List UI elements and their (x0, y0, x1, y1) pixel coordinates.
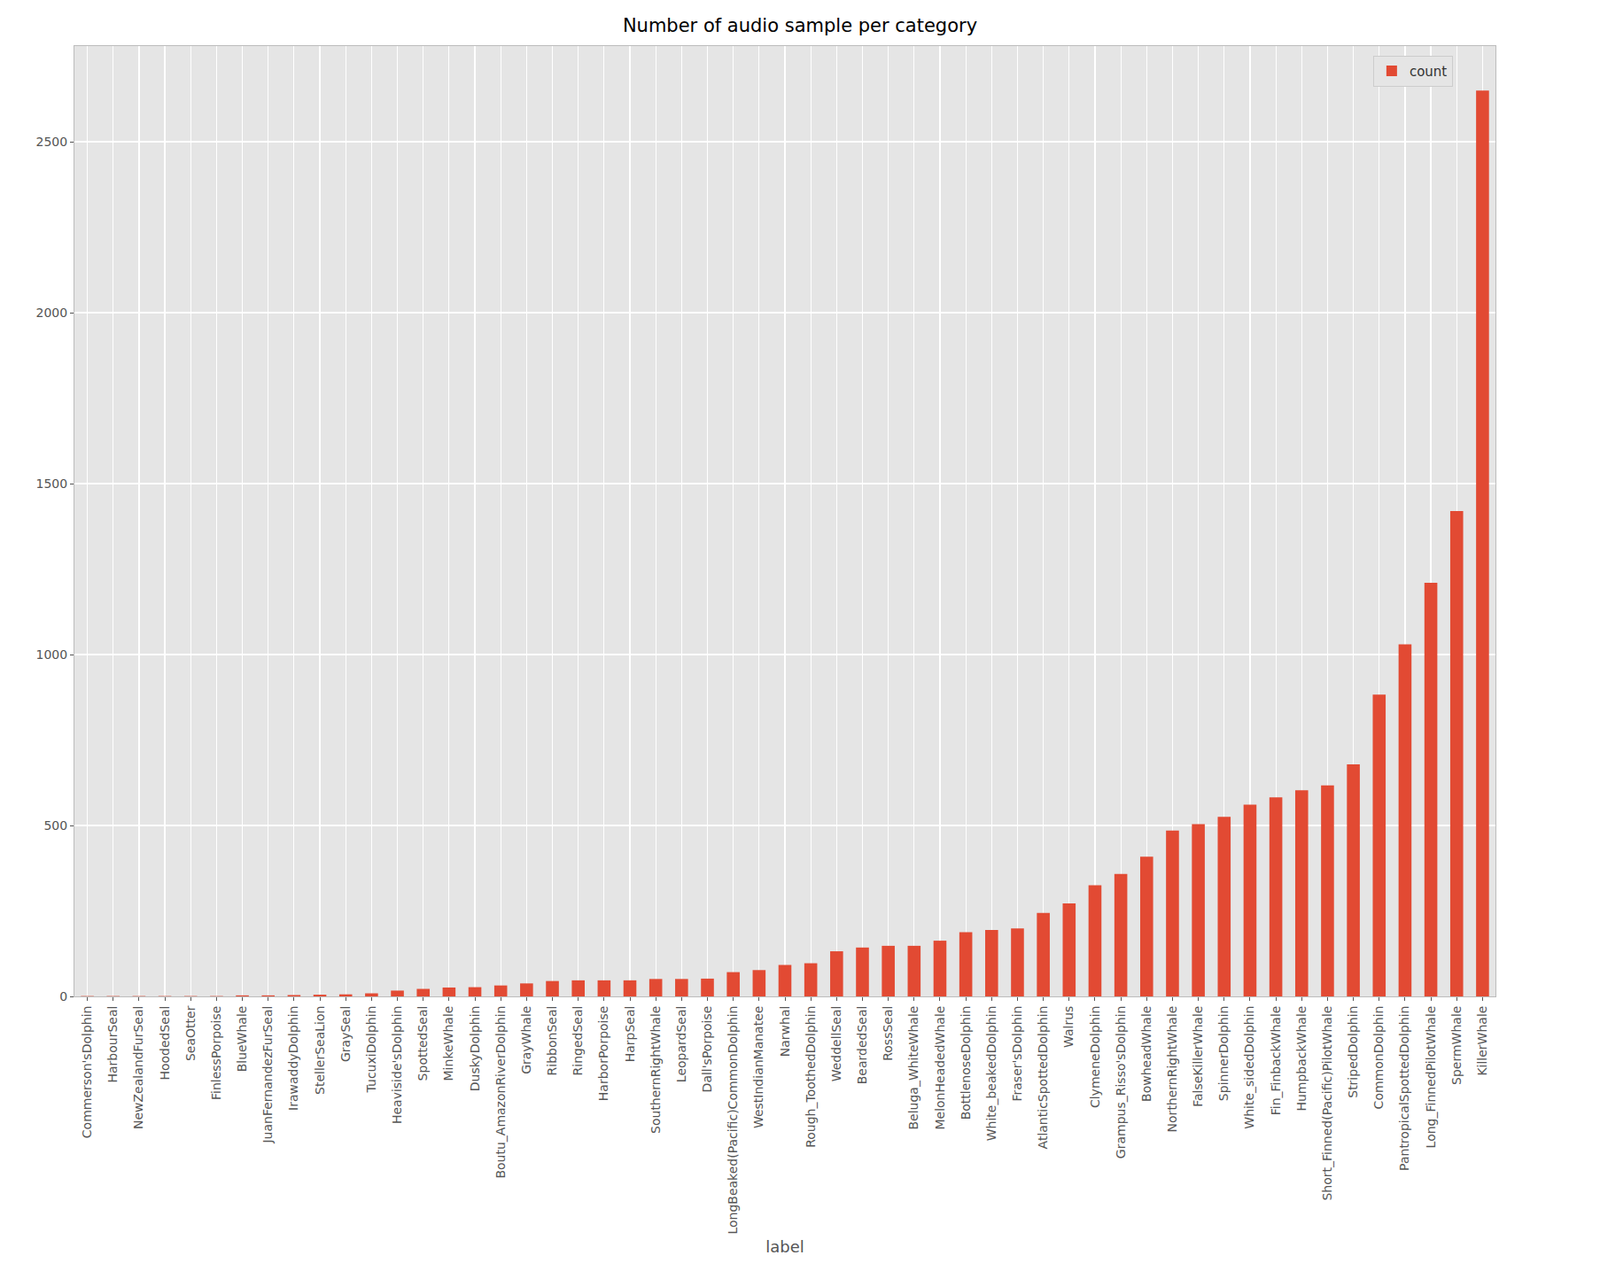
svg-text:Fraser'sDolphin: Fraser'sDolphin (1009, 1006, 1025, 1103)
svg-text:Number of audio sample per cat: Number of audio sample per category (622, 15, 978, 37)
svg-text:SpermWhale: SpermWhale (1449, 1006, 1464, 1086)
svg-text:HoodedSeal: HoodedSeal (157, 1006, 172, 1081)
svg-text:WeddellSeal: WeddellSeal (829, 1006, 844, 1083)
svg-text:NorthernRightWhale: NorthernRightWhale (1165, 1006, 1180, 1134)
svg-text:Walrus: Walrus (1061, 1006, 1076, 1049)
svg-text:MinkeWhale: MinkeWhale (441, 1006, 456, 1082)
svg-text:1500: 1500 (36, 476, 69, 491)
svg-text:Heaviside'sDolphin: Heaviside'sDolphin (389, 1006, 404, 1125)
svg-text:BottlenoseDolphin: BottlenoseDolphin (958, 1006, 973, 1121)
svg-text:White_sidedDolphin: White_sidedDolphin (1242, 1006, 1258, 1130)
svg-text:Long_FinnedPilotWhale: Long_FinnedPilotWhale (1423, 1006, 1438, 1150)
svg-text:LeopardSeal: LeopardSeal (674, 1006, 689, 1084)
svg-text:Rough_ToothedDolphin: Rough_ToothedDolphin (803, 1006, 818, 1149)
svg-text:Dall'sPorpoise: Dall'sPorpoise (699, 1006, 715, 1094)
svg-text:KillerWhale: KillerWhale (1475, 1006, 1490, 1077)
svg-text:GrayWhale: GrayWhale (519, 1006, 534, 1075)
svg-text:0: 0 (59, 989, 68, 1004)
svg-text:Boutu_AmazonRiverDolphin: Boutu_AmazonRiverDolphin (493, 1006, 508, 1180)
svg-text:RibbonSeal: RibbonSeal (544, 1006, 560, 1077)
svg-text:FinlessPorpoise: FinlessPorpoise (209, 1006, 224, 1101)
svg-text:StripedDolphin: StripedDolphin (1345, 1006, 1360, 1099)
svg-text:2000: 2000 (36, 305, 69, 320)
svg-text:Short_Finned(Pacific)PilotWhal: Short_Finned(Pacific)PilotWhale (1320, 1006, 1335, 1202)
svg-text:HarpSeal: HarpSeal (622, 1006, 637, 1064)
svg-text:HarborPorpoise: HarborPorpoise (596, 1006, 611, 1103)
svg-text:TucuxiDolphin: TucuxiDolphin (364, 1006, 379, 1095)
svg-text:count: count (1409, 63, 1447, 80)
svg-text:CommonDolphin: CommonDolphin (1371, 1006, 1386, 1111)
svg-text:LongBeaked(Pacific)CommonDolph: LongBeaked(Pacific)CommonDolphin (725, 1006, 740, 1235)
svg-text:PantropicalSpottedDolphin: PantropicalSpottedDolphin (1397, 1006, 1412, 1172)
svg-text:IrawaddyDolphin: IrawaddyDolphin (286, 1006, 301, 1111)
svg-text:BeardedSeal: BeardedSeal (854, 1006, 870, 1086)
svg-text:Commerson'sDolphin: Commerson'sDolphin (79, 1006, 94, 1140)
svg-text:Fin_FinbackWhale: Fin_FinbackWhale (1268, 1006, 1283, 1117)
svg-text:HumpbackWhale: HumpbackWhale (1294, 1006, 1309, 1112)
svg-text:1000: 1000 (36, 647, 69, 662)
svg-text:MelonHeadedWhale: MelonHeadedWhale (932, 1006, 948, 1131)
svg-text:HarbourSeal: HarbourSeal (105, 1006, 120, 1084)
svg-text:AtlanticSpottedDolphin: AtlanticSpottedDolphin (1035, 1006, 1050, 1150)
svg-text:WestIndianManatee: WestIndianManatee (751, 1006, 766, 1129)
svg-text:ClymeneDolphin: ClymeneDolphin (1087, 1006, 1103, 1109)
svg-text:SeaOtter: SeaOtter (183, 1005, 198, 1062)
svg-text:label: label (765, 1237, 805, 1257)
svg-text:JuanFernandezFurSeal: JuanFernandezFurSeal (260, 1006, 275, 1145)
svg-text:SpinnerDolphin: SpinnerDolphin (1216, 1006, 1231, 1103)
svg-text:2500: 2500 (36, 134, 69, 149)
svg-text:BlueWhale: BlueWhale (234, 1006, 249, 1073)
svg-text:FalseKillerWhale: FalseKillerWhale (1190, 1006, 1205, 1108)
svg-text:RingedSeal: RingedSeal (570, 1006, 585, 1077)
svg-text:BowheadWhale: BowheadWhale (1139, 1006, 1154, 1103)
svg-text:GraySeal: GraySeal (338, 1006, 353, 1063)
svg-text:DuskyDolphin: DuskyDolphin (467, 1006, 482, 1093)
svg-text:White_beakedDolphin: White_beakedDolphin (984, 1006, 999, 1142)
svg-text:500: 500 (43, 818, 68, 833)
svg-text:StellerSeaLion: StellerSeaLion (312, 1006, 327, 1096)
svg-text:RossSeal: RossSeal (880, 1006, 895, 1062)
svg-text:NewZealandFurSeal: NewZealandFurSeal (131, 1006, 146, 1130)
svg-text:SouthernRightWhale: SouthernRightWhale (648, 1006, 663, 1134)
svg-text:Narwhal: Narwhal (777, 1006, 793, 1058)
svg-text:Grampus_Risso'sDolphin: Grampus_Risso'sDolphin (1113, 1006, 1128, 1160)
svg-text:Beluga_WhiteWhale: Beluga_WhiteWhale (906, 1006, 921, 1131)
svg-text:SpottedSeal: SpottedSeal (415, 1006, 430, 1082)
